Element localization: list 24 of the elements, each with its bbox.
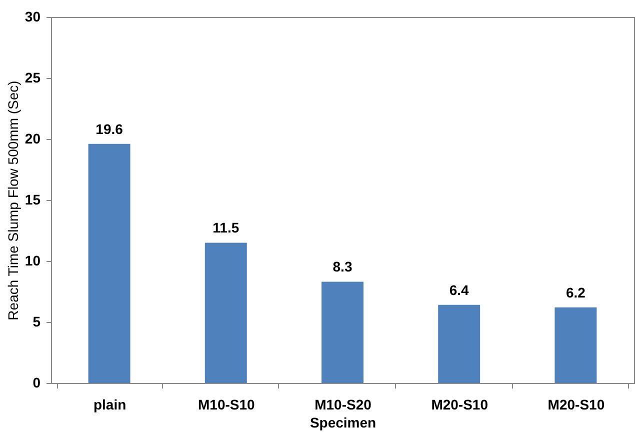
bar [438, 304, 480, 383]
y-tick-label: 25 [24, 70, 41, 86]
data-label: 6.2 [566, 284, 586, 300]
y-axis-title: Reach Time Slump Flow 500mm (Sec) [4, 80, 21, 320]
data-label: 8.3 [332, 258, 352, 275]
bar [554, 307, 597, 383]
y-tick-label: 30 [24, 8, 41, 24]
x-axis-title: Specimen [310, 414, 376, 430]
data-label: 19.6 [96, 120, 124, 137]
y-tick-label: 10 [24, 252, 41, 268]
bar [322, 282, 364, 383]
data-label: 11.5 [212, 220, 240, 236]
bar [88, 144, 130, 383]
data-label: 6.4 [449, 282, 470, 298]
x-tick-label: M10-S10 [198, 396, 256, 412]
x-tick-label: M20-S10 [548, 396, 605, 412]
x-tick-label: M10-S20 [314, 396, 372, 412]
x-tick-label: M20-S10 [431, 396, 488, 412]
y-tick-label: 15 [24, 192, 41, 208]
y-tick-label: 5 [32, 314, 41, 330]
x-tick-label: plain [93, 396, 126, 412]
y-tick-label: 20 [24, 130, 41, 146]
bar [204, 242, 247, 383]
y-tick-label: 0 [32, 374, 41, 390]
